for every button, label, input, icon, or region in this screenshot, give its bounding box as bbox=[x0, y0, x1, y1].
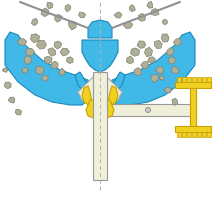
Polygon shape bbox=[102, 100, 114, 118]
Polygon shape bbox=[37, 40, 46, 49]
Polygon shape bbox=[126, 56, 133, 64]
Polygon shape bbox=[79, 12, 86, 18]
Polygon shape bbox=[173, 38, 182, 46]
Polygon shape bbox=[124, 22, 133, 29]
Polygon shape bbox=[168, 57, 175, 64]
Polygon shape bbox=[192, 132, 196, 137]
Polygon shape bbox=[22, 67, 28, 73]
Polygon shape bbox=[190, 88, 196, 126]
Polygon shape bbox=[182, 77, 185, 82]
Polygon shape bbox=[202, 77, 205, 82]
Polygon shape bbox=[172, 98, 178, 105]
Polygon shape bbox=[35, 66, 44, 74]
Polygon shape bbox=[207, 132, 211, 137]
Polygon shape bbox=[192, 77, 196, 82]
Polygon shape bbox=[148, 57, 155, 63]
Polygon shape bbox=[175, 126, 211, 132]
Polygon shape bbox=[66, 57, 73, 64]
Polygon shape bbox=[161, 34, 169, 42]
Polygon shape bbox=[207, 77, 211, 82]
Polygon shape bbox=[108, 72, 125, 95]
Polygon shape bbox=[8, 97, 15, 103]
Polygon shape bbox=[187, 132, 191, 137]
Polygon shape bbox=[51, 61, 58, 69]
Polygon shape bbox=[41, 8, 49, 17]
Polygon shape bbox=[182, 132, 185, 137]
Polygon shape bbox=[31, 18, 38, 26]
Polygon shape bbox=[134, 68, 142, 75]
Polygon shape bbox=[141, 61, 149, 69]
Polygon shape bbox=[88, 20, 112, 38]
Polygon shape bbox=[162, 19, 168, 25]
Polygon shape bbox=[131, 48, 139, 56]
Polygon shape bbox=[114, 12, 122, 18]
Polygon shape bbox=[160, 76, 164, 80]
Polygon shape bbox=[25, 48, 35, 56]
Polygon shape bbox=[187, 77, 191, 82]
Polygon shape bbox=[86, 100, 98, 118]
Polygon shape bbox=[154, 40, 162, 49]
Polygon shape bbox=[65, 4, 71, 12]
Polygon shape bbox=[54, 41, 62, 49]
Polygon shape bbox=[41, 75, 49, 81]
Polygon shape bbox=[31, 34, 40, 43]
Polygon shape bbox=[17, 39, 27, 45]
Polygon shape bbox=[166, 47, 174, 56]
Polygon shape bbox=[5, 32, 90, 105]
Polygon shape bbox=[110, 32, 195, 105]
Polygon shape bbox=[108, 86, 118, 106]
Circle shape bbox=[145, 108, 150, 112]
Polygon shape bbox=[15, 109, 22, 115]
Polygon shape bbox=[55, 14, 62, 22]
Polygon shape bbox=[78, 72, 122, 103]
Polygon shape bbox=[197, 132, 200, 137]
Polygon shape bbox=[151, 8, 159, 16]
Polygon shape bbox=[75, 72, 92, 95]
Polygon shape bbox=[2, 68, 8, 72]
Polygon shape bbox=[59, 68, 65, 76]
Polygon shape bbox=[171, 66, 179, 74]
Polygon shape bbox=[82, 86, 92, 106]
Polygon shape bbox=[155, 67, 164, 74]
Polygon shape bbox=[137, 41, 146, 48]
Polygon shape bbox=[48, 48, 56, 56]
Polygon shape bbox=[175, 82, 211, 88]
Polygon shape bbox=[129, 5, 135, 12]
Polygon shape bbox=[107, 104, 195, 116]
Polygon shape bbox=[45, 56, 52, 64]
Polygon shape bbox=[47, 2, 53, 9]
Polygon shape bbox=[138, 13, 145, 21]
Polygon shape bbox=[164, 87, 172, 93]
Polygon shape bbox=[202, 132, 205, 137]
Polygon shape bbox=[177, 77, 180, 82]
Polygon shape bbox=[24, 56, 32, 65]
Polygon shape bbox=[93, 72, 107, 180]
Polygon shape bbox=[177, 132, 180, 137]
Polygon shape bbox=[145, 47, 152, 57]
Polygon shape bbox=[60, 48, 70, 56]
Polygon shape bbox=[197, 77, 200, 82]
Polygon shape bbox=[4, 82, 11, 89]
Polygon shape bbox=[151, 74, 159, 82]
Polygon shape bbox=[68, 21, 76, 30]
Polygon shape bbox=[82, 40, 118, 72]
Polygon shape bbox=[147, 1, 153, 8]
